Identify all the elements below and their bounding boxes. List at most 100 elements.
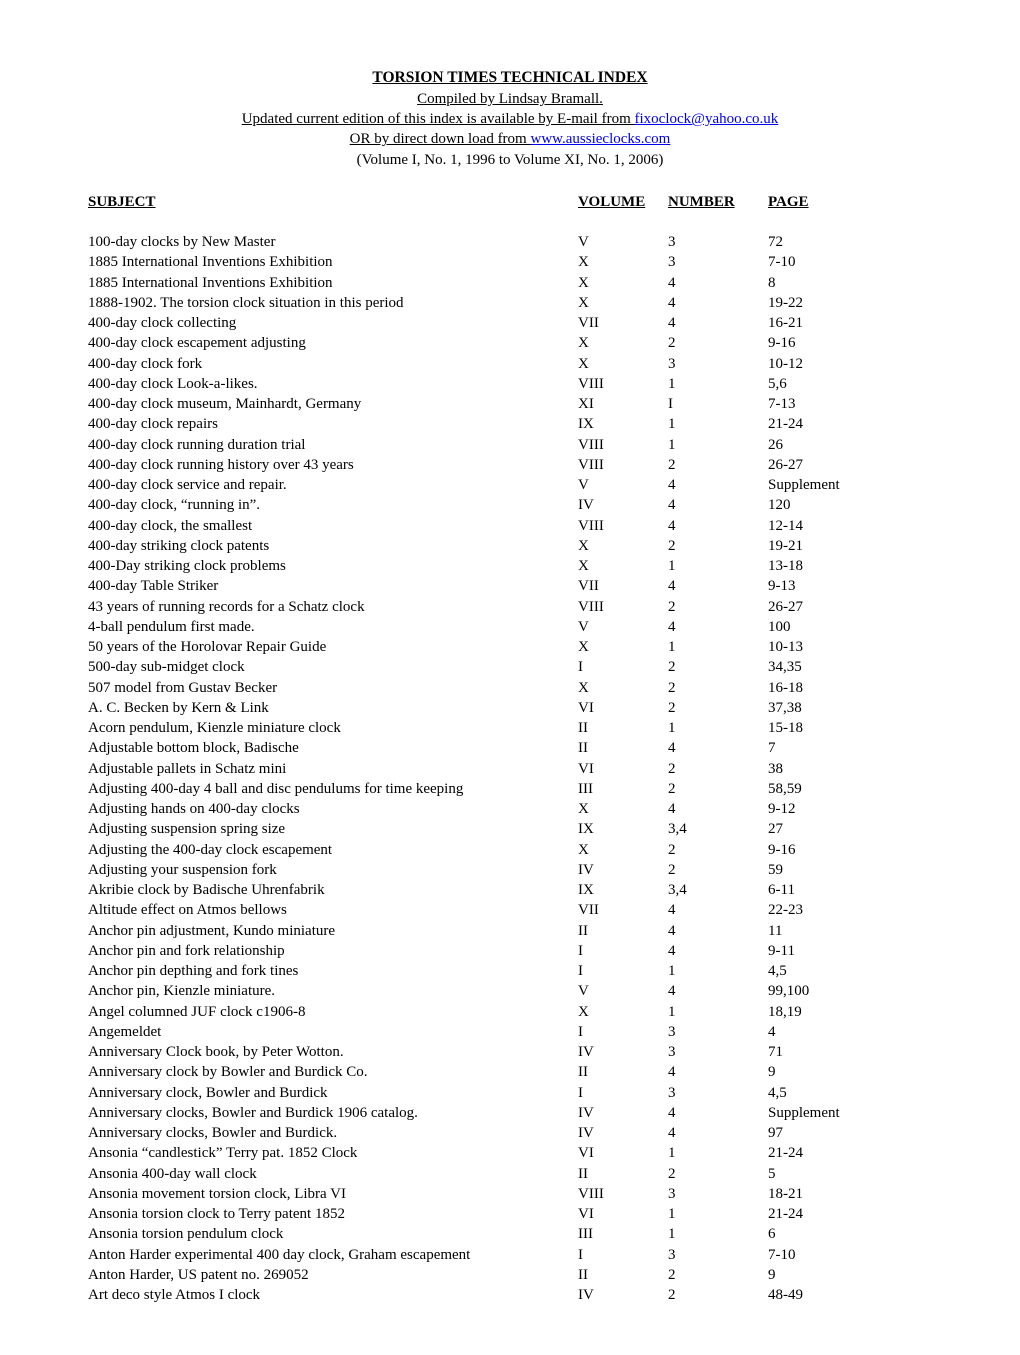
cell-subject: Anniversary Clock book, by Peter Wotton.	[88, 1042, 578, 1062]
cell-page: 21-24	[768, 414, 803, 434]
cell-number: 2	[668, 698, 768, 718]
table-row: 400-day clock running history over 43 ye…	[88, 455, 932, 475]
cell-page: 22-23	[768, 900, 803, 920]
cell-volume: IX	[578, 414, 668, 434]
cell-volume: X	[578, 273, 668, 293]
table-row: Adjusting 400-day 4 ball and disc pendul…	[88, 779, 932, 799]
cell-subject: Art deco style Atmos I clock	[88, 1285, 578, 1305]
cell-volume: VIII	[578, 1184, 668, 1204]
cell-number: 3	[668, 1042, 768, 1062]
cell-volume: II	[578, 921, 668, 941]
cell-subject: Anniversary clocks, Bowler and Burdick 1…	[88, 1103, 578, 1123]
cell-number: 4	[668, 516, 768, 536]
cell-volume: IV	[578, 1042, 668, 1062]
cell-number: 3	[668, 354, 768, 374]
cell-page: 21-24	[768, 1143, 803, 1163]
cell-volume: X	[578, 678, 668, 698]
cell-number: 4	[668, 1062, 768, 1082]
cell-subject: 400-day clock collecting	[88, 313, 578, 333]
cell-page: 16-18	[768, 678, 803, 698]
table-row: Anniversary clock, Bowler and BurdickI34…	[88, 1083, 932, 1103]
table-row: Anniversary Clock book, by Peter Wotton.…	[88, 1042, 932, 1062]
cell-subject: Anniversary clock by Bowler and Burdick …	[88, 1062, 578, 1082]
table-row: 400-day Table StrikerVII49-13	[88, 576, 932, 596]
table-row: 4-ball pendulum first made.V4100	[88, 617, 932, 637]
cell-number: 1	[668, 556, 768, 576]
cell-number: 1	[668, 718, 768, 738]
cell-page: 16-21	[768, 313, 803, 333]
table-row: 1885 International Inventions Exhibition…	[88, 252, 932, 272]
table-row: 43 years of running records for a Schatz…	[88, 597, 932, 617]
cell-subject: 507 model from Gustav Becker	[88, 678, 578, 698]
cell-volume: X	[578, 333, 668, 353]
cell-page: 5,6	[768, 374, 787, 394]
cell-subject: Anniversary clocks, Bowler and Burdick.	[88, 1123, 578, 1143]
cell-page: Supplement	[768, 475, 840, 495]
cell-number: 4	[668, 273, 768, 293]
cell-subject: 4-ball pendulum first made.	[88, 617, 578, 637]
cell-volume: VI	[578, 1143, 668, 1163]
cell-page: 12-14	[768, 516, 803, 536]
email-link[interactable]: fixoclock@yahoo.co.uk	[635, 111, 779, 127]
cell-page: 26-27	[768, 597, 803, 617]
cell-subject: Anchor pin, Kienzle miniature.	[88, 981, 578, 1001]
cell-volume: X	[578, 252, 668, 272]
table-row: 1888-1902. The torsion clock situation i…	[88, 293, 932, 313]
cell-number: 2	[668, 678, 768, 698]
header-line-4: OR by direct down load from www.aussiecl…	[88, 129, 932, 149]
cell-page: 97	[768, 1123, 783, 1143]
cell-subject: Adjustable bottom block, Badische	[88, 738, 578, 758]
cell-volume: IX	[578, 880, 668, 900]
cell-number: 2	[668, 333, 768, 353]
table-row: Art deco style Atmos I clockIV248-49	[88, 1285, 932, 1305]
website-link[interactable]: www.aussieclocks.com	[530, 131, 670, 147]
cell-number: 4	[668, 475, 768, 495]
cell-page: 19-21	[768, 536, 803, 556]
cell-subject: Anniversary clock, Bowler and Burdick	[88, 1083, 578, 1103]
cell-number: 2	[668, 536, 768, 556]
table-row: 400-day clock repairsIX121-24	[88, 414, 932, 434]
cell-page: 10-13	[768, 637, 803, 657]
cell-volume: VIII	[578, 516, 668, 536]
cell-page: 26	[768, 435, 783, 455]
cell-subject: 50 years of the Horolovar Repair Guide	[88, 637, 578, 657]
cell-subject: Ansonia torsion clock to Terry patent 18…	[88, 1204, 578, 1224]
cell-volume: V	[578, 232, 668, 252]
cell-number: 1	[668, 1143, 768, 1163]
cell-subject: Anchor pin and fork relationship	[88, 941, 578, 961]
table-row: Adjusting your suspension forkIV259	[88, 860, 932, 880]
cell-subject: Ansonia 400-day wall clock	[88, 1164, 578, 1184]
table-row: Ansonia 400-day wall clockII25	[88, 1164, 932, 1184]
cell-subject: 400-day clock museum, Mainhardt, Germany	[88, 394, 578, 414]
table-row: Adjustable bottom block, BadischeII47	[88, 738, 932, 758]
cell-number: 3	[668, 232, 768, 252]
col-volume: VOLUME	[578, 192, 668, 212]
cell-page: 34,35	[768, 657, 802, 677]
table-row: 400-day clock forkX310-12	[88, 354, 932, 374]
cell-number: 4	[668, 799, 768, 819]
cell-subject: Altitude effect on Atmos bellows	[88, 900, 578, 920]
cell-number: 2	[668, 657, 768, 677]
cell-page: 18,19	[768, 1002, 802, 1022]
cell-page: 99,100	[768, 981, 809, 1001]
cell-page: 9-11	[768, 941, 795, 961]
cell-number: 2	[668, 1285, 768, 1305]
cell-page: 9-16	[768, 840, 796, 860]
cell-volume: V	[578, 617, 668, 637]
cell-volume: IV	[578, 495, 668, 515]
cell-number: 4	[668, 313, 768, 333]
cell-subject: 400-day Table Striker	[88, 576, 578, 596]
cell-volume: II	[578, 1164, 668, 1184]
cell-number: 3	[668, 252, 768, 272]
cell-page: 10-12	[768, 354, 803, 374]
cell-subject: 400-day clock service and repair.	[88, 475, 578, 495]
subtitle: Compiled by Lindsay Bramall.	[88, 89, 932, 109]
table-row: Adjusting hands on 400-day clocksX49-12	[88, 799, 932, 819]
cell-volume: X	[578, 354, 668, 374]
cell-subject: 500-day sub-midget clock	[88, 657, 578, 677]
cell-page: 7-13	[768, 394, 796, 414]
cell-number: 1	[668, 374, 768, 394]
cell-page: Supplement	[768, 1103, 840, 1123]
cell-page: 59	[768, 860, 783, 880]
cell-volume: I	[578, 961, 668, 981]
